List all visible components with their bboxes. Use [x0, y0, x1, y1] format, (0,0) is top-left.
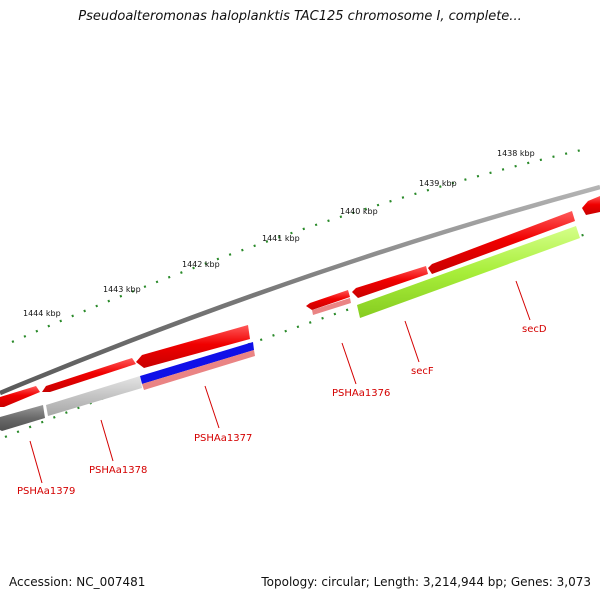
topology-label: Topology: circular; Length: 3,214,944 bp… — [261, 575, 591, 589]
chromosome-backbone — [0, 184, 600, 396]
leader-line — [100, 419, 114, 462]
gene-arrow[interactable] — [428, 211, 575, 274]
gene-label-secf[interactable]: secF — [411, 366, 434, 377]
gene-psha1377-lower[interactable] — [142, 350, 255, 390]
scale-label-1440: 1440 kbp — [340, 207, 378, 216]
gene-label-secd[interactable]: secD — [522, 324, 547, 335]
gene-label-psha1379[interactable]: PSHAa1379 — [17, 486, 75, 497]
gene-label-psha1377[interactable]: PSHAa1377 — [194, 433, 252, 444]
map-title: Pseudoalteromonas haloplanktis TAC125 ch… — [78, 9, 522, 24]
scale-label-1442: 1442 kbp — [182, 260, 220, 269]
scale-label-1443: 1443 kbp — [103, 285, 141, 294]
gene-secf-bar[interactable] — [357, 226, 580, 318]
gene-arrow[interactable] — [0, 386, 40, 407]
gene-arrow[interactable] — [136, 325, 250, 368]
gene-arrow[interactable] — [352, 266, 428, 298]
scale-label-1441: 1441 kbp — [262, 234, 300, 243]
gene-label-psha1378[interactable]: PSHAa1378 — [89, 465, 147, 476]
gene-psha1378-bar[interactable] — [46, 376, 142, 416]
scale-label-1439: 1439 kbp — [419, 179, 457, 188]
gene-arrow[interactable] — [582, 196, 600, 215]
scale-label-1438: 1438 kbp — [497, 149, 535, 158]
gene-psha1377-strip[interactable] — [140, 342, 254, 384]
leader-line — [29, 440, 43, 484]
gene-label-psha1376[interactable]: PSHAa1376 — [332, 388, 390, 399]
scale-label-1444: 1444 kbp — [23, 309, 61, 318]
gene-arrow[interactable] — [306, 290, 350, 310]
leader-line — [404, 320, 420, 363]
leader-line — [204, 385, 220, 429]
gene-psha1376-lower[interactable] — [312, 298, 351, 315]
gene-psha1379-bar[interactable] — [0, 405, 45, 431]
leader-line — [515, 280, 531, 321]
leader-line — [341, 342, 357, 385]
gene-arrow[interactable] — [42, 358, 136, 392]
accession-label: Accession: NC_007481 — [9, 575, 146, 589]
